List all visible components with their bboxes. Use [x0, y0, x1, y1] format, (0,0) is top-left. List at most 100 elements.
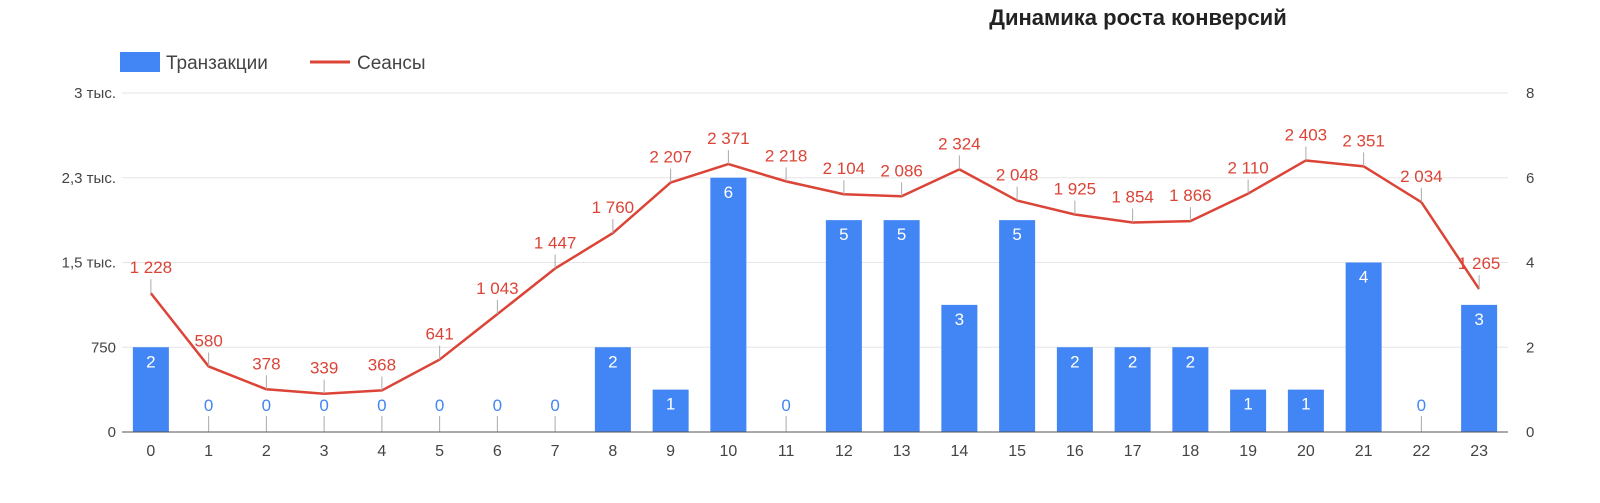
- bar[interactable]: [1461, 304, 1498, 432]
- bar[interactable]: [941, 304, 978, 432]
- x-tick-label: 14: [950, 443, 968, 460]
- bar-value-label: 0: [1417, 396, 1426, 415]
- line-value-label: 2 207: [649, 148, 692, 167]
- left-tick-label: 2,3 тыс.: [62, 170, 116, 187]
- x-tick-label: 6: [493, 443, 502, 460]
- x-tick-label: 12: [835, 443, 853, 460]
- line-value-label: 1 265: [1458, 254, 1501, 273]
- left-tick-label: 1,5 тыс.: [62, 255, 116, 272]
- bar[interactable]: [132, 347, 169, 432]
- bar[interactable]: [1230, 389, 1267, 432]
- bar-series: 2 0 0 0 0 0 0 0 2 1 6 0 5 5 3 5 2 2 2 1 1 4 0 3: [132, 177, 1498, 433]
- line-value-label: 1 925: [1054, 179, 1097, 198]
- bar-value-label: 0: [262, 396, 271, 415]
- bar-value-label: 0: [319, 396, 328, 415]
- bar[interactable]: [710, 177, 747, 432]
- right-axis: 0 2 4 6 8: [1526, 85, 1534, 441]
- bar[interactable]: [1287, 389, 1324, 432]
- x-tick-label: 11: [778, 443, 795, 460]
- bar-value-label: 0: [435, 396, 444, 415]
- line-value-label: 378: [252, 354, 280, 373]
- left-tick-label: 0: [108, 424, 116, 441]
- line-value-label: 1 228: [130, 258, 173, 277]
- bar[interactable]: [999, 220, 1036, 432]
- x-axis: 0 1 2 3 4 5 6 7 8 9 10 11 12 13 14 15 16 17 18 19 20 21 22 23: [122, 431, 1508, 460]
- bar[interactable]: [883, 220, 920, 432]
- bar-value-label: 0: [377, 396, 386, 415]
- x-tick-label: 9: [666, 443, 675, 460]
- x-tick-label: 13: [893, 443, 911, 460]
- bar-value-label: 5: [1012, 225, 1021, 244]
- right-tick-label: 2: [1526, 339, 1534, 356]
- bar-value-label: 4: [1359, 268, 1368, 287]
- line-value-label: 2 218: [765, 146, 808, 165]
- bar-value-label: 0: [493, 396, 502, 415]
- line-value-label: 2 048: [996, 166, 1039, 185]
- line-value-label: 2 034: [1400, 167, 1443, 186]
- line-value-label: 1 760: [592, 198, 635, 217]
- bar[interactable]: [825, 220, 862, 432]
- x-tick-label: 4: [377, 443, 386, 460]
- right-tick-label: 6: [1526, 170, 1534, 187]
- right-tick-label: 0: [1526, 424, 1534, 441]
- left-tick-label: 750: [91, 339, 116, 356]
- legend-label-sessions: Сеансы: [357, 53, 426, 74]
- bar[interactable]: [1345, 262, 1382, 433]
- x-tick-label: 20: [1297, 443, 1315, 460]
- left-tick-label: 3 тыс.: [74, 85, 116, 102]
- bar-value-label: 2: [1070, 352, 1079, 371]
- legend-label-transactions: Транзакции: [166, 53, 268, 74]
- line-series: 1 228 580 378 339 368 641 1 043 1 447 1 760 2 207…: [130, 125, 1501, 395]
- line-value-label: 1 854: [1111, 187, 1154, 206]
- x-tick-label: 22: [1412, 443, 1430, 460]
- line-value-label: 580: [194, 331, 222, 350]
- x-tick-label: 19: [1239, 443, 1257, 460]
- line-value-label: 2 403: [1285, 125, 1328, 144]
- bar-value-label: 5: [839, 225, 848, 244]
- line-value-label: 339: [310, 359, 338, 378]
- bar-value-label: 0: [550, 396, 559, 415]
- right-tick-label: 8: [1526, 85, 1534, 102]
- bar-value-label: 2: [608, 352, 617, 371]
- x-tick-label: 23: [1470, 443, 1488, 460]
- x-tick-label: 16: [1066, 443, 1084, 460]
- bar-value-label: 3: [955, 310, 964, 329]
- x-tick-label: 8: [608, 443, 617, 460]
- legend[interactable]: Транзакции Сеансы: [120, 52, 426, 74]
- bar[interactable]: [1172, 347, 1209, 432]
- bar-value-label: 3: [1474, 310, 1483, 329]
- bar[interactable]: [1056, 347, 1093, 432]
- bar-value-label: 1: [666, 395, 675, 414]
- line-value-label: 1 866: [1169, 186, 1212, 205]
- bar-value-label: 0: [204, 396, 213, 415]
- bar[interactable]: [652, 389, 689, 432]
- right-tick-label: 4: [1526, 255, 1534, 272]
- bar-value-label: 1: [1301, 395, 1310, 414]
- line-value-label: 2 110: [1227, 159, 1268, 178]
- x-tick-label: 0: [146, 443, 155, 460]
- legend-bar-swatch: [120, 52, 160, 72]
- x-tick-label: 3: [320, 443, 329, 460]
- line-value-label: 2 324: [938, 134, 981, 153]
- x-tick-label: 2: [262, 443, 271, 460]
- line-value-label: 2 371: [707, 129, 750, 148]
- sessions-line[interactable]: [149, 159, 1481, 395]
- bar-value-label: 0: [781, 396, 790, 415]
- bar[interactable]: [1114, 347, 1151, 432]
- line-value-label: 2 086: [880, 161, 923, 180]
- bar-value-label: 1: [1243, 395, 1252, 414]
- bar-value-label: 2: [146, 352, 155, 371]
- bar[interactable]: [594, 347, 631, 432]
- x-tick-label: 7: [551, 443, 560, 460]
- line-value-label: 368: [368, 355, 396, 374]
- x-tick-label: 18: [1181, 443, 1199, 460]
- bar-value-label: 2: [1186, 352, 1195, 371]
- left-axis: 0 750 1,5 тыс. 2,3 тыс. 3 тыс.: [62, 85, 116, 441]
- bar-value-label: 6: [724, 183, 733, 202]
- x-tick-label: 10: [719, 443, 737, 460]
- bar-value-label: 5: [897, 225, 906, 244]
- line-value-label: 2 104: [823, 159, 866, 178]
- bar-value-label: 2: [1128, 352, 1137, 371]
- line-value-label: 2 351: [1342, 131, 1385, 150]
